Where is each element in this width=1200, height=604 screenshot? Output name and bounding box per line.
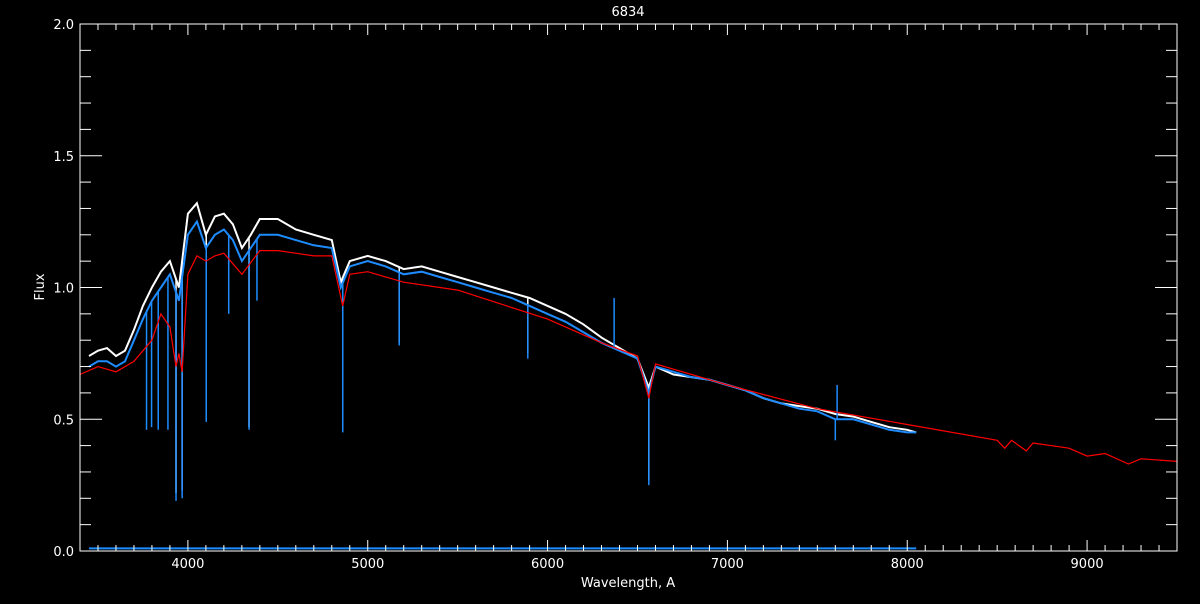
chart-title: 6834: [611, 5, 644, 20]
series-2: [79, 250, 1178, 465]
y-tick-label: 1.0: [53, 282, 74, 297]
y-tick-label: 0.5: [53, 413, 74, 428]
x-tick-label: 7000: [711, 557, 744, 572]
y-axis-label: Flux: [33, 273, 48, 300]
y-tick-label: 2.0: [53, 18, 74, 33]
x-tick-label: 5000: [351, 557, 384, 572]
series-1: [88, 219, 917, 501]
y-tick-label: 0.0: [53, 545, 74, 560]
x-tick-label: 8000: [891, 557, 924, 572]
y-tick-label: 1.5: [53, 150, 74, 165]
x-tick-label: 6000: [531, 557, 564, 572]
plot-area: [79, 201, 1178, 550]
plot-frame: [79, 23, 1178, 552]
x-tick-label: 9000: [1071, 557, 1104, 572]
series-line: [79, 250, 1178, 465]
x-axis-label: Wavelength, A: [581, 576, 675, 591]
x-tick-label: 4000: [171, 557, 204, 572]
axis-ticks: 4000 5000 6000 7000 8000 9000 0.0 0.5 1.0 1.5 2.0: [53, 18, 1178, 572]
series-line: [88, 219, 917, 434]
series-0: [88, 201, 917, 494]
